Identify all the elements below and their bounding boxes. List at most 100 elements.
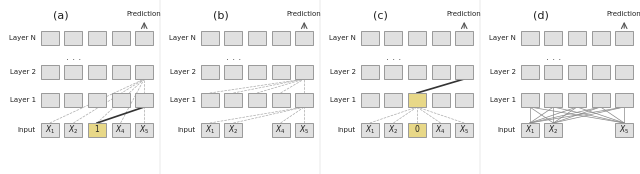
Bar [88,123,106,137]
Bar [521,123,539,137]
Bar [201,123,219,137]
Bar [271,123,290,137]
Text: . . .: . . . [546,52,561,62]
Text: (a): (a) [53,10,68,20]
Bar [361,31,379,45]
Text: $X_1$: $X_1$ [205,124,215,136]
Text: $X_1$: $X_1$ [525,124,535,136]
Text: Layer 1: Layer 1 [330,97,356,103]
Bar [615,93,633,107]
Bar [295,93,313,107]
Bar [88,31,106,45]
Bar [545,123,563,137]
Text: Layer N: Layer N [329,35,356,41]
Text: Input: Input [338,127,356,133]
Text: Input: Input [178,127,196,133]
Bar [568,65,586,79]
Bar [431,93,450,107]
Text: Input: Input [498,127,516,133]
Bar [455,93,473,107]
Bar [385,123,403,137]
Bar [455,31,473,45]
Bar [385,93,403,107]
Bar [408,31,426,45]
Text: 1: 1 [95,125,99,135]
Text: $X_1$: $X_1$ [365,124,375,136]
Text: Prediction: Prediction [607,11,640,17]
Bar [65,31,83,45]
Bar [455,65,473,79]
Text: $X_2$: $X_2$ [548,124,559,136]
Bar [135,65,153,79]
Text: . . .: . . . [386,52,401,62]
Text: Layer N: Layer N [169,35,196,41]
Text: Layer 2: Layer 2 [490,69,516,75]
Bar [271,65,290,79]
Bar [408,93,426,107]
Bar [591,93,610,107]
Bar [135,31,153,45]
Bar [615,31,633,45]
Text: (b): (b) [213,10,228,20]
Text: $X_2$: $X_2$ [388,124,399,136]
Bar [88,93,106,107]
Bar [431,31,450,45]
Bar [225,31,243,45]
Bar [295,123,313,137]
Text: Prediction: Prediction [447,11,481,17]
Text: $X_4$: $X_4$ [115,124,126,136]
Bar [271,93,290,107]
Bar [361,65,379,79]
Text: . . .: . . . [66,52,81,62]
Bar [65,123,83,137]
Bar [248,31,266,45]
Bar [225,65,243,79]
Bar [361,93,379,107]
Bar [545,65,563,79]
Bar [135,93,153,107]
Text: Layer 2: Layer 2 [330,69,356,75]
Text: Layer 2: Layer 2 [170,69,196,75]
Bar [591,65,610,79]
Bar [65,65,83,79]
Text: 0: 0 [415,125,419,135]
Text: Layer 1: Layer 1 [170,97,196,103]
Bar [431,65,450,79]
Bar [521,93,539,107]
Text: Layer 1: Layer 1 [10,97,36,103]
Bar [408,65,426,79]
Bar [521,65,539,79]
Text: (d): (d) [533,10,548,20]
Bar [248,65,266,79]
Bar [545,31,563,45]
Bar [408,123,426,137]
Text: $X_5$: $X_5$ [619,124,629,136]
Bar [111,93,130,107]
Text: $X_1$: $X_1$ [45,124,55,136]
Bar [225,123,243,137]
Text: Input: Input [18,127,36,133]
Bar [41,93,59,107]
Bar [295,65,313,79]
Text: $X_4$: $X_4$ [435,124,446,136]
Bar [41,65,59,79]
Bar [88,65,106,79]
Text: Layer 1: Layer 1 [490,97,516,103]
Bar [568,93,586,107]
Text: Prediction: Prediction [127,11,161,17]
Bar [135,123,153,137]
Bar [431,123,450,137]
Text: Layer N: Layer N [9,35,36,41]
Text: Prediction: Prediction [287,11,321,17]
Bar [201,31,219,45]
Bar [521,31,539,45]
Bar [271,31,290,45]
Bar [111,31,130,45]
Bar [455,123,473,137]
Bar [41,31,59,45]
Text: Layer N: Layer N [489,35,516,41]
Text: $X_5$: $X_5$ [459,124,469,136]
Bar [591,31,610,45]
Bar [568,31,586,45]
Text: $X_5$: $X_5$ [139,124,149,136]
